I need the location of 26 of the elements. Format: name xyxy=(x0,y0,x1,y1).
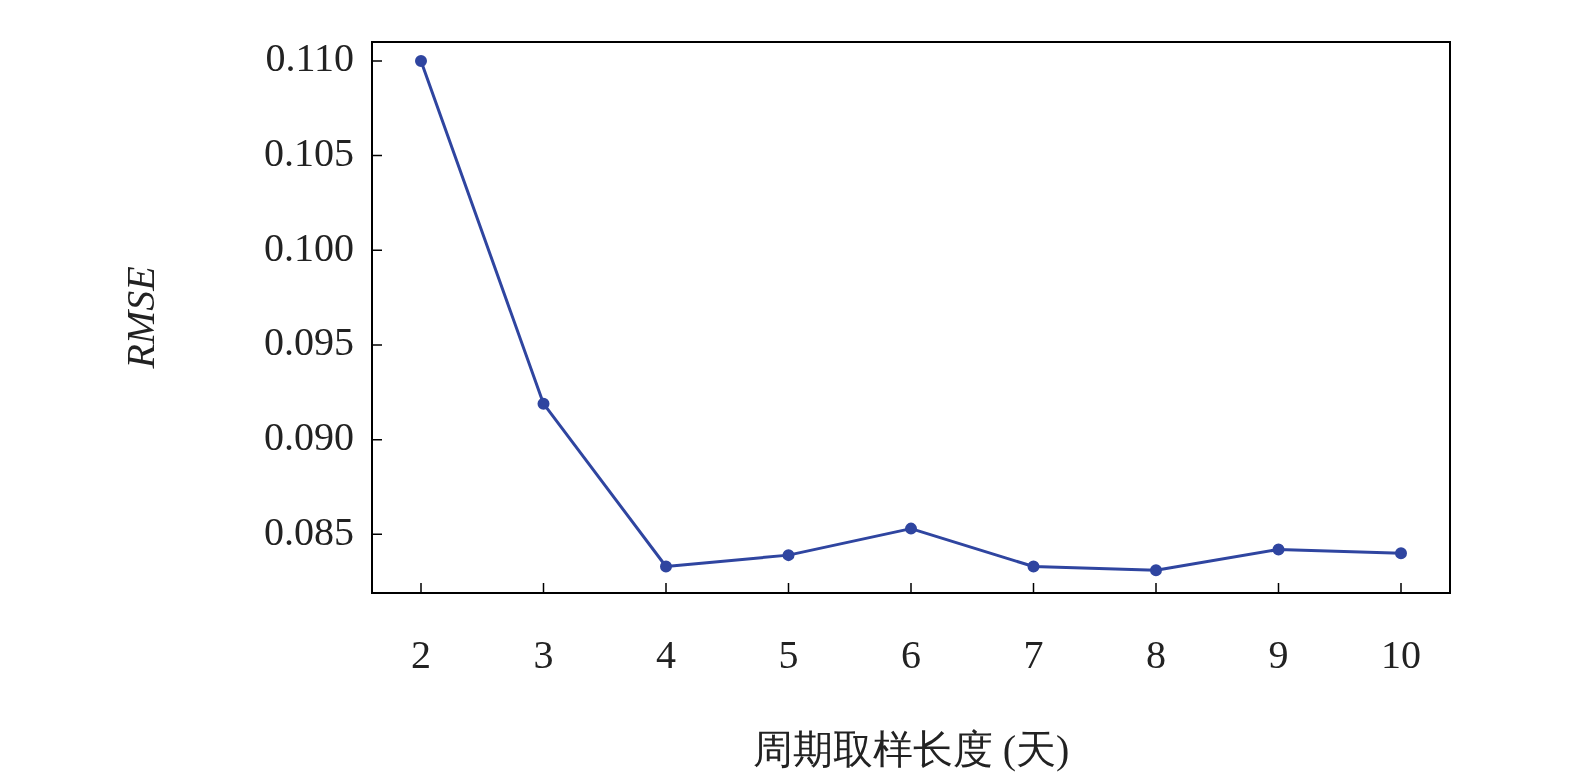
y-tick-label: 0.090 xyxy=(264,414,354,460)
y-tick-label: 0.105 xyxy=(264,130,354,176)
point xyxy=(782,549,795,562)
x-axis-title: 周期取样长度 (天) xyxy=(752,726,1070,772)
x-tick-label: 2 xyxy=(411,631,431,677)
point xyxy=(1150,564,1162,577)
y-tick-label: 0.095 xyxy=(264,319,354,365)
point xyxy=(1272,543,1285,556)
x-tick-label: 7 xyxy=(1023,631,1044,677)
x-tick-label: 5 xyxy=(778,631,799,677)
point xyxy=(1395,547,1407,560)
y-tick-label: 0.085 xyxy=(264,508,354,554)
point xyxy=(660,560,672,573)
point xyxy=(415,54,427,67)
x-tick-label: 8 xyxy=(1146,631,1166,677)
y-axis-title: RMSE xyxy=(117,266,163,370)
x-tick-label: 3 xyxy=(533,631,554,677)
point xyxy=(905,522,917,535)
x-tick-label: 10 xyxy=(1381,631,1421,677)
x-tick-label: 6 xyxy=(901,631,921,677)
x-tick-label: 9 xyxy=(1268,631,1289,677)
x-tick-label: 4 xyxy=(656,631,676,677)
y-tick-label: 0.100 xyxy=(264,224,354,270)
point xyxy=(1027,560,1040,573)
point xyxy=(537,397,550,410)
y-tick-label: 0.110 xyxy=(265,35,354,81)
